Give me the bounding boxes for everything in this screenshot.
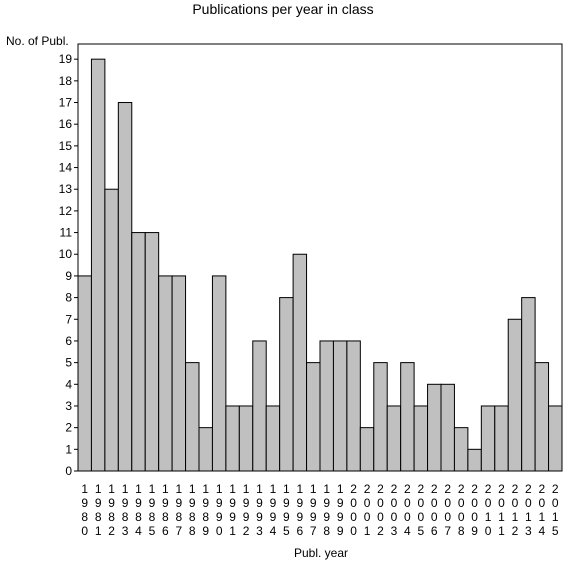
chart-title: Publications per year in class <box>192 1 373 17</box>
y-tick-label: 1 <box>65 442 72 456</box>
bar <box>413 405 429 472</box>
y-tick-label: 4 <box>65 377 72 391</box>
bar <box>373 362 388 472</box>
bar <box>521 297 536 472</box>
bar <box>252 340 267 472</box>
y-tick-label: 13 <box>59 182 73 196</box>
bar <box>144 232 160 472</box>
bar <box>332 340 348 472</box>
y-tick-label: 3 <box>65 399 72 413</box>
bar <box>453 427 469 472</box>
bar <box>440 383 455 472</box>
bar <box>117 102 133 472</box>
y-tick-label: 12 <box>59 204 73 218</box>
bar <box>171 275 187 472</box>
bar <box>507 318 523 472</box>
y-tick-label: 16 <box>59 117 73 131</box>
x-axis-label: Publ. year <box>294 546 348 560</box>
y-tick-label: 6 <box>65 334 72 348</box>
bar <box>279 297 294 472</box>
bar <box>548 405 563 472</box>
bar <box>346 340 361 472</box>
bar <box>534 362 550 472</box>
bar <box>238 405 254 472</box>
bar <box>90 58 106 472</box>
y-tick-label: 10 <box>59 247 73 261</box>
bar <box>77 275 92 472</box>
y-tick-label: 19 <box>59 52 73 66</box>
y-tick-label: 11 <box>60 226 73 240</box>
bar <box>185 362 200 472</box>
bar <box>494 405 509 472</box>
bar <box>158 275 173 472</box>
bar <box>400 362 415 472</box>
y-tick-label: 7 <box>65 312 72 326</box>
y-axis-label: No. of Publ. <box>6 34 69 48</box>
y-tick-label: 2 <box>65 421 72 435</box>
y-tick-label: 18 <box>59 74 73 88</box>
bar <box>480 405 496 472</box>
bar <box>319 340 334 472</box>
bar <box>359 427 375 472</box>
bar <box>131 232 146 472</box>
y-tick-label: 9 <box>65 269 72 283</box>
bar <box>225 405 240 472</box>
y-tick-label: 14 <box>59 161 73 175</box>
y-tick-label: 15 <box>59 139 73 153</box>
y-tick-label: 8 <box>65 291 72 305</box>
bar <box>467 448 482 472</box>
bar <box>386 405 402 472</box>
y-tick-label: 17 <box>59 96 73 110</box>
y-tick-label: 5 <box>65 356 72 370</box>
y-tick-label: 0 <box>65 464 72 478</box>
bar <box>292 253 308 472</box>
bar <box>427 383 442 472</box>
bar <box>104 188 119 472</box>
bar <box>265 405 281 472</box>
bar <box>198 427 213 472</box>
bar <box>306 362 321 472</box>
bar <box>211 275 227 472</box>
plot-frame <box>77 43 563 472</box>
